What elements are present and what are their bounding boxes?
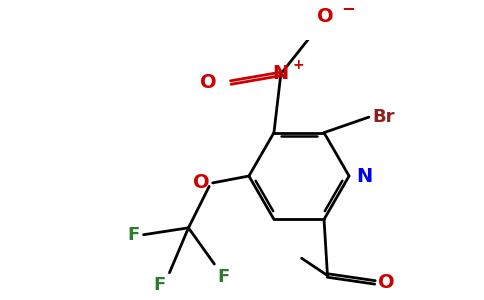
Text: N: N xyxy=(356,167,372,185)
Text: N: N xyxy=(272,64,289,83)
Text: O: O xyxy=(200,73,217,92)
Text: F: F xyxy=(218,268,230,286)
Text: O: O xyxy=(193,173,209,192)
Text: F: F xyxy=(154,276,166,294)
Text: O: O xyxy=(317,7,334,26)
Text: F: F xyxy=(128,226,140,244)
Text: +: + xyxy=(293,58,304,72)
Text: −: − xyxy=(341,0,355,17)
Text: Br: Br xyxy=(372,108,395,126)
Text: O: O xyxy=(378,273,395,292)
